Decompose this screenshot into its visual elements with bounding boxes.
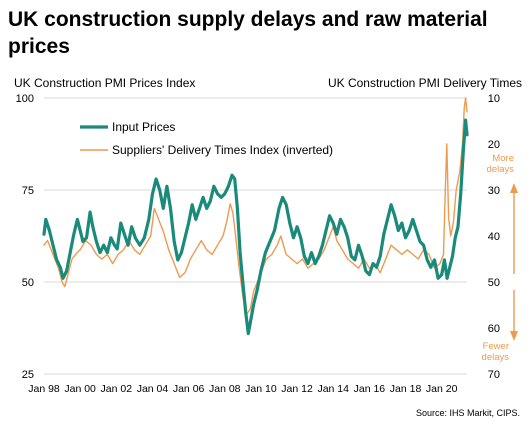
x-tick-label: Jan 02: [101, 383, 133, 395]
left-tick-label: 100: [16, 93, 34, 105]
left-tick-label: 75: [22, 185, 34, 197]
right-tick-label: 10: [488, 93, 500, 105]
fewer-delays-label: Fewer delays: [482, 341, 510, 363]
left-axis-title: UK Construction PMI Prices Index: [14, 76, 196, 90]
input-prices-line: [42, 118, 469, 336]
x-tick-label: Jan 98: [28, 383, 60, 395]
left-tick-label: 50: [22, 277, 34, 289]
x-tick-label: Jan 16: [354, 383, 386, 395]
more-delays-label: More delays: [487, 153, 515, 175]
x-tick-label: Jan 18: [390, 383, 422, 395]
x-tick-label: Jan 14: [317, 383, 349, 395]
right-tick-label: 50: [488, 277, 500, 289]
right-tick-label: 70: [488, 369, 500, 381]
fewer-delays-arrowhead: [510, 331, 518, 341]
right-tick-label: 40: [488, 231, 500, 243]
x-tick-label: Jan 06: [173, 383, 205, 395]
right-tick-label: 30: [488, 185, 500, 197]
x-tick-label: Jan 04: [137, 383, 169, 395]
x-tick-label: Jan 00: [64, 383, 96, 395]
x-tick-label: Jan 20: [426, 383, 458, 395]
right-tick-label: 20: [488, 139, 500, 151]
x-tick-label: Jan 08: [209, 383, 241, 395]
legend-label-delivery-times: Suppliers' Delivery Times Index (inverte…: [112, 143, 333, 157]
more-delays-arrowhead: [510, 183, 518, 193]
right-tick-label: 60: [488, 323, 500, 335]
x-tick-label: Jan 10: [245, 383, 277, 395]
source-note: Source: IHS Markit, CIPS.: [415, 408, 520, 418]
legend-label-input-prices: Input Prices: [112, 120, 175, 134]
chart-title: UK construction supply delays and raw ma…: [8, 8, 488, 58]
left-tick-label: 25: [22, 369, 34, 381]
x-tick-label: Jan 12: [281, 383, 313, 395]
right-axis-title: UK Construction PMI Delivery Times: [327, 76, 522, 90]
